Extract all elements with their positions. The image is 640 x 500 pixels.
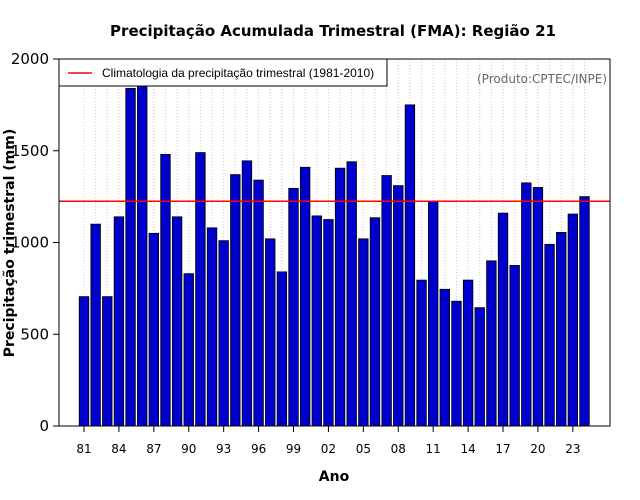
bar-2001 xyxy=(311,215,322,427)
x-tick-label: 23 xyxy=(565,442,580,456)
bar-1999 xyxy=(288,187,299,427)
bar-2007 xyxy=(381,175,392,427)
bar-1993 xyxy=(218,240,229,427)
bar-1990 xyxy=(183,273,194,427)
bar-2015 xyxy=(474,307,485,427)
bar-1982 xyxy=(90,223,101,427)
bar-2024 xyxy=(579,196,590,427)
bar-2018 xyxy=(509,265,520,427)
x-tick-label: 81 xyxy=(76,442,91,456)
bar-2013 xyxy=(451,300,462,427)
bars xyxy=(78,86,590,427)
grid-lines xyxy=(83,59,585,426)
bar-2002 xyxy=(323,219,334,427)
credit-label: (Produto:CPTEC/INPE) xyxy=(477,72,607,86)
bar-1992 xyxy=(206,227,218,427)
y-axis-label: Precipitação trimestral (mm) xyxy=(2,129,18,357)
x-tick-label: 90 xyxy=(181,442,196,456)
y-tick-label: 2000 xyxy=(11,50,49,68)
legend-label: Climatologia da precipitação trimestral … xyxy=(102,66,374,80)
bar-2017 xyxy=(497,212,509,427)
bar-2019 xyxy=(521,182,532,427)
bar-1989 xyxy=(171,216,183,427)
y-tick-label: 0 xyxy=(39,417,49,435)
bar-2010 xyxy=(416,279,427,427)
bar-1985 xyxy=(125,87,136,427)
x-tick-label: 84 xyxy=(111,442,126,456)
x-tick-label: 08 xyxy=(391,442,406,456)
bar-2005 xyxy=(358,238,369,427)
x-tick-label: 96 xyxy=(251,442,266,456)
bar-2008 xyxy=(393,185,404,427)
y-tick-label: 1500 xyxy=(11,142,49,160)
x-tick-label: 02 xyxy=(321,442,336,456)
bar-1996 xyxy=(253,179,264,427)
bar-2021 xyxy=(544,243,555,427)
bar-2006 xyxy=(369,217,381,427)
x-tick-label: 93 xyxy=(216,442,231,456)
y-tick-label: 500 xyxy=(20,325,49,343)
bar-2003 xyxy=(334,167,346,427)
x-tick-label: 20 xyxy=(530,442,545,456)
x-tick-label: 05 xyxy=(356,442,371,456)
bar-1987 xyxy=(148,232,160,427)
legend-box xyxy=(58,58,388,87)
bar-2016 xyxy=(486,260,497,427)
x-axis-label: Ano xyxy=(319,469,350,485)
bar-2009 xyxy=(404,104,416,427)
bar-1997 xyxy=(265,238,276,427)
bar-1984 xyxy=(113,216,125,427)
bar-1988 xyxy=(160,154,171,427)
bar-2012 xyxy=(439,288,450,427)
bar-1994 xyxy=(230,174,241,427)
y-axis-ticks: 0 500 1000 1500 2000 xyxy=(11,50,59,435)
chart-title: Precipitação Acumulada Trimestral (FMA):… xyxy=(110,22,556,40)
bar-1981 xyxy=(78,296,90,427)
y-tick-label: 1000 xyxy=(11,234,49,252)
bar-2020 xyxy=(532,187,544,427)
bar-1983 xyxy=(102,296,113,427)
bar-1986 xyxy=(137,86,148,427)
bar-2014 xyxy=(462,279,474,427)
bar-2022 xyxy=(556,232,567,427)
x-axis-ticks: 81 84 87 90 93 96 99 02 05 08 11 14 17 20 23 xyxy=(76,426,581,456)
x-tick-label: 87 xyxy=(146,442,161,456)
bar-1998 xyxy=(276,271,288,427)
x-tick-label: 11 xyxy=(426,442,441,456)
legend: Climatologia da precipitação trimestral … xyxy=(58,58,388,87)
x-tick-label: 17 xyxy=(495,442,510,456)
x-tick-label: 14 xyxy=(460,442,475,456)
bar-2011 xyxy=(428,200,439,427)
x-tick-label: 99 xyxy=(286,442,301,456)
bar-2023 xyxy=(567,213,579,427)
bar-2000 xyxy=(299,166,311,427)
bar-1991 xyxy=(195,152,206,427)
